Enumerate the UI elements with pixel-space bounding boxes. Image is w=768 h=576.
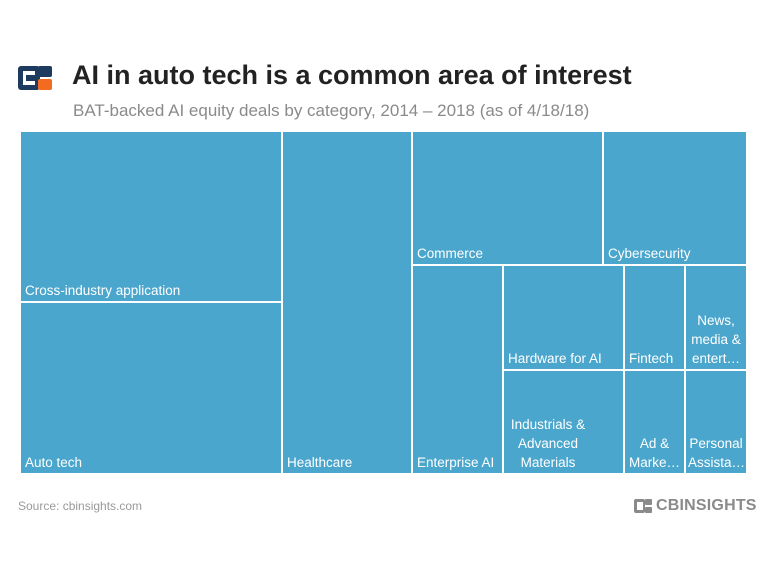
cbinsights-brand-text: CBINSIGHTS <box>656 497 757 514</box>
treemap-cell-personal-assistant: Personal Assista… <box>685 370 747 474</box>
source-note: Source: cbinsights.com <box>18 499 143 513</box>
cell-label: Fintech <box>629 351 674 366</box>
treemap-cell-cross-industry: Cross-industry application <box>20 131 282 302</box>
treemap-cell-fintech: Fintech <box>624 265 685 370</box>
cbinsights-brand-icon <box>634 499 652 513</box>
cell-label: Personal Assista… <box>688 436 746 470</box>
cell-label: Industrials & Advanced Materials <box>510 417 586 470</box>
treemap-cell-industrials: Industrials & Advanced Materials <box>503 370 624 474</box>
cell-label: Ad & Marke… <box>628 436 680 470</box>
cbinsights-brand: CBINSIGHTS <box>634 496 757 516</box>
treemap-cell-news-media: News, media & entert… <box>685 265 747 370</box>
treemap-cell-enterprise-ai: Enterprise AI <box>412 265 503 474</box>
treemap-cell-ad-marketing: Ad & Marke… <box>624 370 685 474</box>
cell-label: Cross-industry application <box>25 283 181 298</box>
cb-logo-icon <box>18 66 52 90</box>
cell-label: Auto tech <box>25 455 83 470</box>
treemap-cell-cybersecurity: Cybersecurity <box>603 131 747 265</box>
treemap: Cross-industry application Auto tech Hea… <box>20 131 747 474</box>
cell-label: Healthcare <box>287 455 353 470</box>
treemap-cell-healthcare: Healthcare <box>282 131 412 474</box>
cell-label: Cybersecurity <box>608 246 691 261</box>
treemap-cell-commerce: Commerce <box>412 131 603 265</box>
treemap-cell-hardware-for-ai: Hardware for AI <box>503 265 624 370</box>
treemap-cell-auto-tech: Auto tech <box>20 302 282 474</box>
cell-label: Commerce <box>417 246 484 261</box>
chart-title: AI in auto tech is a common area of inte… <box>72 60 632 90</box>
cell-label: Hardware for AI <box>508 351 602 366</box>
cell-label: Enterprise AI <box>417 455 495 470</box>
chart-subtitle: BAT-backed AI equity deals by category, … <box>73 101 590 120</box>
cell-label: News, media & entert… <box>691 313 741 366</box>
